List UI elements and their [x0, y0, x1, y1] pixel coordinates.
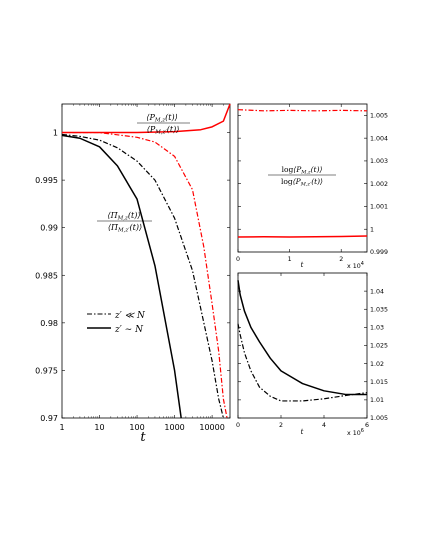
legend-label-solid: z′ ∼ N [114, 325, 144, 335]
bottom-right-x-tick-label: 6 [365, 422, 369, 429]
top-right-axes: 0 1 2 0.999 1 1.001 1.002 1.003 1.004 1.005 [236, 104, 388, 263]
top-right-plot-frame [237, 103, 368, 253]
bottom-right-plot-frame [237, 272, 368, 419]
bottom-right-x-tick-label: 2 [279, 422, 283, 429]
main-x-tick-label: 100 [129, 423, 144, 432]
bottom-right-y-tick-label: 1.04 [370, 288, 384, 295]
main-y-tick-label: 0.995 [35, 176, 58, 185]
bottom-right-x-axis-label: t [301, 428, 304, 436]
top-right-series-1-line [237, 235, 368, 238]
top-right-y-tick-label: 1.003 [370, 158, 388, 165]
top-right-x-tick-label: 2 [339, 256, 343, 263]
bottom-right-series-group [237, 280, 368, 402]
svg-text:log⟨PM,z′(t)⟩: log⟨PM,z′(t)⟩ [281, 177, 323, 188]
annotation-ratio-p: ⟨PM,z(t)⟩ ⟨PM,z′(t)⟩ [137, 113, 190, 136]
svg-text:log⟨PM,z(t)⟩: log⟨PM,z(t)⟩ [282, 165, 323, 176]
top-right-y-tick-label: 1.001 [370, 204, 388, 211]
bottom-right-y-tick-label: 1.02 [370, 361, 384, 368]
main-y-tick-label: 0.975 [35, 366, 58, 375]
bottom-right-series-1-line [237, 323, 368, 402]
top-right-y-tick-label: 1.002 [370, 181, 388, 188]
main-x-tick-label: 1000 [164, 423, 184, 432]
bottom-right-y-tick-label: 1.035 [370, 306, 388, 313]
main-axes: 1 10 100 1000 10000 0.97 0.975 0.98 0.985 0.99 0.9… [35, 104, 231, 432]
top-right-y-tick-label: 1.005 [370, 113, 388, 120]
bottom-right-x-multiplier: x 106 [347, 428, 364, 437]
top-right-y-tick-label: 1.004 [370, 135, 388, 142]
main-x-tick-label: 1 [59, 423, 64, 432]
bottom-right-y-tick-label: 1.025 [370, 343, 388, 350]
bottom-right-y-tick-label: 1.01 [370, 397, 384, 404]
top-right-x-tick-label: 0 [236, 256, 240, 263]
legend-label-dashdot: z′ ≪ N [114, 311, 146, 321]
bottom-right-x-tick-label: 0 [236, 422, 240, 429]
svg-text:⟨PM,z(t)⟩: ⟨PM,z(t)⟩ [146, 113, 177, 124]
main-y-tick-label: 0.99 [40, 224, 58, 233]
top-right-x-multiplier: x 104 [347, 261, 364, 270]
main-series-0-line [62, 103, 231, 134]
bottom-right-y-tick-label: 1.03 [370, 325, 384, 332]
main-series-2-line [61, 133, 224, 419]
annotation-ratio-pi: ⟨ΠM,z(t)⟩ ⟨ΠM,z′(t)⟩ [97, 211, 152, 234]
top-right-y-tick-label: 1 [370, 226, 374, 233]
main-x-tick-label: 10 [94, 423, 104, 432]
top-right-series-group [237, 109, 368, 238]
main-y-tick-label: 0.985 [35, 271, 58, 280]
main-x-tick-label: 10000 [199, 423, 224, 432]
main-series-3-line [61, 134, 182, 419]
bottom-right-x-tick-label: 4 [322, 422, 326, 429]
bottom-right-y-tick-label: 1.015 [370, 379, 388, 386]
main-y-tick-label: 0.98 [40, 319, 58, 328]
svg-text:⟨PM,z′(t)⟩: ⟨PM,z′(t)⟩ [147, 125, 180, 136]
bottom-right-y-tick-label: 1.005 [370, 415, 388, 422]
legend: z′ ≪ N z′ ∼ N [87, 311, 146, 335]
main-series-group [61, 103, 231, 419]
bottom-right-axes: 0 2 4 61.005 1.01 1.015 1.02 1.025 1.03 1.035 1.04 [236, 273, 388, 429]
annotation-log-ratio: log⟨PM,z(t)⟩ log⟨PM,z′(t)⟩ [268, 165, 336, 188]
top-right-series-0-line [237, 109, 368, 112]
main-plot-frame [61, 103, 231, 419]
bottom-right-series-0-line [237, 280, 367, 396]
main-y-tick-label: 0.97 [40, 414, 58, 423]
main-x-axis-label: t [140, 430, 146, 445]
svg-text:⟨ΠM,z′(t)⟩: ⟨ΠM,z′(t)⟩ [108, 223, 142, 234]
main-y-tick-label: 1 [53, 129, 58, 138]
main-series-1-line [62, 131, 228, 419]
svg-text:⟨ΠM,z(t)⟩: ⟨ΠM,z(t)⟩ [108, 211, 141, 222]
top-right-x-axis-label: t [301, 261, 304, 269]
top-right-y-tick-label: 0.999 [370, 249, 388, 256]
top-right-x-tick-label: 1 [288, 256, 292, 263]
